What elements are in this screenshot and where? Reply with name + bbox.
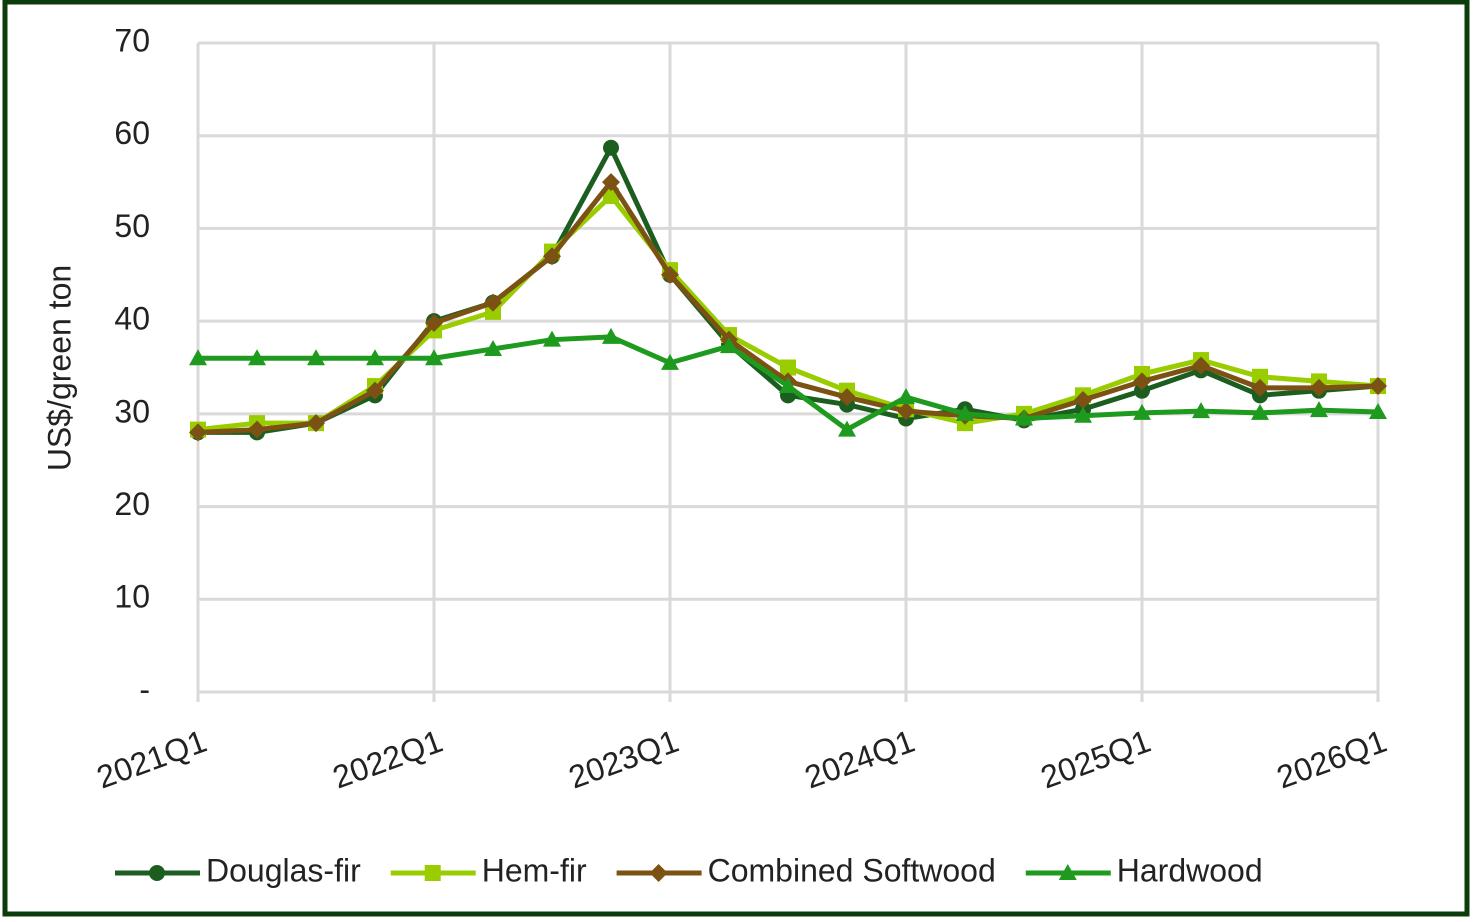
y-tick-label: 10 xyxy=(114,579,150,615)
marker xyxy=(425,349,443,366)
marker xyxy=(307,349,325,366)
marker xyxy=(838,420,856,437)
legend: Douglas-fir Hem-fir Combined Softwood Hardw… xyxy=(115,852,1263,888)
y-tick-label: 40 xyxy=(114,301,150,337)
y-tick-label: 30 xyxy=(114,393,150,429)
marker xyxy=(897,402,915,421)
marker xyxy=(307,414,325,433)
marker xyxy=(602,173,620,192)
marker xyxy=(602,327,620,344)
marker xyxy=(1192,356,1210,375)
marker xyxy=(543,330,561,347)
y-tick-label: 70 xyxy=(114,22,150,58)
marker xyxy=(248,349,266,366)
marker xyxy=(661,353,679,370)
y-tick-label: 50 xyxy=(114,208,150,244)
marker xyxy=(485,303,501,320)
marker xyxy=(1015,409,1033,426)
marker xyxy=(1133,372,1151,391)
marker xyxy=(1074,390,1092,409)
marker xyxy=(543,247,561,266)
marker xyxy=(1310,378,1328,397)
legend-label: Hardwood xyxy=(1117,852,1263,888)
marker xyxy=(661,265,679,284)
marker xyxy=(189,423,207,442)
legend-label: Douglas-fir xyxy=(206,852,361,888)
marker xyxy=(720,337,738,354)
marker xyxy=(838,388,856,407)
y-axis-title: US$/green ton xyxy=(41,265,77,471)
marker xyxy=(1369,403,1387,420)
marker xyxy=(649,864,668,882)
marker xyxy=(897,388,915,405)
marker xyxy=(956,404,974,421)
marker xyxy=(149,865,165,881)
y-tick-label: - xyxy=(139,671,150,707)
legend-label: Hem-fir xyxy=(482,852,587,888)
marker xyxy=(484,293,502,312)
marker xyxy=(484,339,502,356)
marker xyxy=(189,349,207,366)
marker xyxy=(366,349,384,366)
legend-label: Combined Softwood xyxy=(708,852,996,888)
marker xyxy=(425,313,443,332)
marker xyxy=(1369,377,1387,396)
marker xyxy=(366,381,384,400)
marker xyxy=(1252,368,1268,385)
marker xyxy=(1251,378,1269,397)
marker xyxy=(248,420,266,439)
marker xyxy=(424,865,441,881)
marker xyxy=(603,139,619,156)
marker xyxy=(780,359,796,376)
y-tick-label: 60 xyxy=(114,115,150,151)
marker xyxy=(1251,403,1269,420)
marker xyxy=(1192,402,1210,419)
marker xyxy=(1058,864,1077,880)
marker xyxy=(1133,403,1151,420)
marker xyxy=(779,377,797,394)
marker xyxy=(1134,382,1150,399)
marker xyxy=(1074,406,1092,423)
y-tick-label: 20 xyxy=(114,486,150,522)
marker xyxy=(1310,401,1328,418)
